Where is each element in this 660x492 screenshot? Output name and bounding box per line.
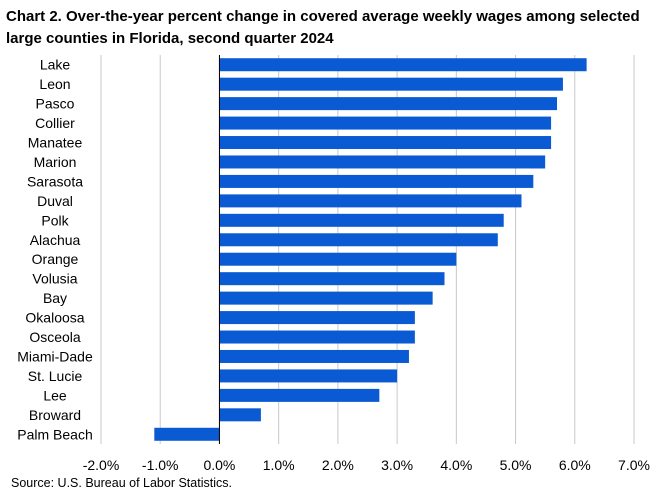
category-label: Volusia — [32, 271, 77, 287]
x-tick-labels: -2.0% -1.0% 0.0% 1.0% 2.0% 3.0% 4.0% 5.0% 6.0% 7.… — [83, 457, 650, 473]
category-label: Lake — [40, 57, 71, 73]
source-note: Source: U.S. Bureau of Labor Statistics. — [11, 476, 232, 490]
x-tick-label: -2.0% — [83, 457, 120, 473]
x-tick-label: 1.0% — [263, 457, 295, 473]
category-label: Marion — [34, 154, 77, 170]
x-tick-label: -1.0% — [142, 457, 179, 473]
category-label: Manatee — [28, 135, 83, 151]
bar-orange — [219, 252, 457, 266]
bar-osceola — [219, 330, 415, 344]
bar-bay — [219, 291, 433, 305]
bar-polk — [219, 213, 504, 227]
category-label: Orange — [32, 251, 79, 267]
gridlines — [100, 55, 635, 444]
bars — [154, 58, 587, 441]
category-label: Pasco — [36, 96, 75, 112]
bar-st-lucie — [219, 369, 398, 383]
category-labels: Lake Leon Pasco Collier Manatee Marion Sarasot… — [17, 57, 93, 443]
category-label: St. Lucie — [28, 368, 83, 384]
x-tick-label: 4.0% — [440, 457, 472, 473]
category-label: Polk — [41, 212, 69, 228]
category-label: Okaloosa — [25, 310, 84, 326]
x-tick-label: 6.0% — [559, 457, 591, 473]
category-label: Duval — [37, 193, 73, 209]
category-label: Miami-Dade — [17, 348, 93, 364]
bar-lee — [219, 388, 380, 402]
category-label: Sarasota — [27, 173, 83, 189]
x-tick-label: 5.0% — [500, 457, 532, 473]
bar-volusia — [219, 272, 445, 286]
x-tick-label: 3.0% — [381, 457, 413, 473]
category-label: Osceola — [29, 329, 81, 345]
category-label: Bay — [43, 290, 67, 306]
category-label: Broward — [29, 407, 81, 423]
category-label: Lee — [43, 387, 67, 403]
x-tick-label: 0.0% — [203, 457, 235, 473]
bar-broward — [219, 408, 261, 422]
bar-sarasota — [219, 174, 534, 188]
bar-lake — [219, 58, 587, 72]
bar-okaloosa — [219, 311, 415, 325]
bar-collier — [219, 116, 552, 130]
bar-duval — [219, 194, 522, 208]
bar-miami-dade — [219, 349, 409, 363]
x-tick-label: 2.0% — [322, 457, 354, 473]
bar-leon — [219, 77, 563, 91]
category-label: Palm Beach — [17, 426, 92, 442]
category-label: Leon — [39, 76, 70, 92]
chart-title: Chart 2. Over-the-year percent change in… — [6, 8, 640, 47]
category-label: Collier — [35, 115, 75, 131]
bar-marion — [219, 155, 546, 169]
bar-manatee — [219, 136, 552, 150]
bar-pasco — [219, 97, 558, 111]
category-label: Alachua — [30, 232, 81, 248]
bar-alachua — [219, 233, 498, 247]
bar-palm-beach — [154, 427, 220, 441]
x-tick-label: 7.0% — [618, 457, 650, 473]
